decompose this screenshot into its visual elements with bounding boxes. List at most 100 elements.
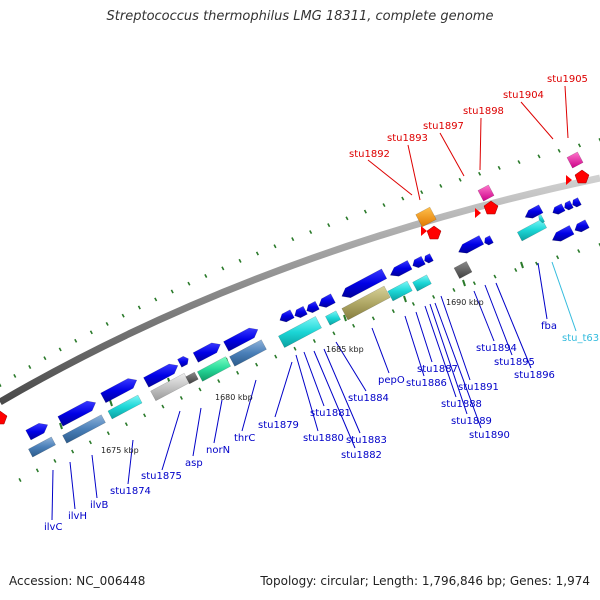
gene-label-stu1883[interactable]: stu1883 xyxy=(346,435,387,446)
gene-label-ilvB[interactable]: ilvB xyxy=(90,500,108,511)
leader-stu1886 xyxy=(404,315,425,377)
gene-arrow-row1-11 xyxy=(341,268,388,299)
guide-dot-inner-30 xyxy=(598,243,600,247)
guide-dot-inner-17 xyxy=(332,331,336,336)
scale-label-1675: 1675 kbp xyxy=(101,446,139,455)
rrna-tick-3 xyxy=(566,175,572,185)
guide-dot-inner-5 xyxy=(106,431,110,436)
gene-box-row2-11 xyxy=(412,274,432,292)
gene-label-stu1884[interactable]: stu1884 xyxy=(348,393,389,404)
guide-dot-outer-17 xyxy=(273,244,277,249)
leader-stu1891 xyxy=(440,295,471,381)
position-tick-7 xyxy=(462,279,466,287)
guide-dot-inner-14 xyxy=(274,354,278,359)
leader-stu1898 xyxy=(479,117,482,171)
leader-stu1904 xyxy=(520,101,554,140)
gene-label-stu1889[interactable]: stu1889 xyxy=(451,416,492,427)
gene-label-asp[interactable]: asp xyxy=(185,458,203,469)
gene-label-stu1891[interactable]: stu1891 xyxy=(458,382,499,393)
leader-thrC xyxy=(241,379,257,432)
accession-label: Accession: NC_006448 xyxy=(9,574,146,588)
guide-dot-outer-21 xyxy=(345,216,349,221)
guide-dot-inner-13 xyxy=(255,362,259,367)
gene-label-stu1887[interactable]: stu1887 xyxy=(417,364,458,375)
gene-box-row2-0 xyxy=(28,436,56,458)
gene-label-stu1905[interactable]: stu1905 xyxy=(547,74,588,85)
gene-label-thrC[interactable]: thrC xyxy=(234,433,255,444)
gene-arrow-row3-8 xyxy=(551,225,575,242)
gene-label-stu1875[interactable]: stu1875 xyxy=(141,471,182,482)
guide-dot-inner-12 xyxy=(236,370,240,375)
guide-dot-outer-8 xyxy=(121,313,125,318)
gene-label-ilvH[interactable]: ilvH xyxy=(68,511,87,522)
leader-stu1897 xyxy=(439,132,465,177)
guide-dot-inner-20 xyxy=(391,309,395,314)
guide-dot-outer-20 xyxy=(327,223,331,228)
rrna-marker-edge xyxy=(0,410,8,425)
rrna-marker-1 xyxy=(426,225,442,240)
gene-label-ilvC[interactable]: ilvC xyxy=(44,522,62,533)
topology-label: Topology: circular; Length: 1,796,846 bp… xyxy=(260,574,590,588)
leader-stu1894 xyxy=(473,290,495,342)
gene-arrow-row3-9 xyxy=(574,219,590,233)
gene-label-stu1892[interactable]: stu1892 xyxy=(349,149,390,160)
gene-label-fba[interactable]: fba xyxy=(541,321,557,332)
leader-stu1888 xyxy=(424,305,457,398)
gene-label-stu1874[interactable]: stu1874 xyxy=(110,486,151,497)
guide-dot-inner-10 xyxy=(198,387,202,392)
gene-label-stu1898[interactable]: stu1898 xyxy=(463,106,504,117)
gene-arrow-row1-0 xyxy=(25,423,49,441)
gene-label-stu1895[interactable]: stu1895 xyxy=(494,357,535,368)
guide-dot-inner-19 xyxy=(371,316,375,321)
guide-dot-inner-2 xyxy=(53,458,57,463)
gene-label-stu1888[interactable]: stu1888 xyxy=(441,399,482,410)
gene-arrow-row3-3 xyxy=(524,204,544,219)
gene-label-stu1879[interactable]: stu1879 xyxy=(258,420,299,431)
gene-label-stu1882[interactable]: stu1882 xyxy=(341,450,382,461)
label-leader-lines xyxy=(51,85,577,521)
gene-label-stu_t63[interactable]: stu_t63 xyxy=(562,333,599,344)
position-tick-1 xyxy=(109,399,113,407)
feature-pink-2 xyxy=(566,151,584,169)
guide-dot-outer-6 xyxy=(89,330,93,335)
gene-label-pepO[interactable]: pepO xyxy=(378,375,405,386)
gene-label-stu1890[interactable]: stu1890 xyxy=(469,430,510,441)
leader-stu_t63 xyxy=(551,261,577,332)
gene-label-stu1886[interactable]: stu1886 xyxy=(406,378,447,389)
gene-label-stu1897[interactable]: stu1897 xyxy=(423,121,464,132)
gene-arrow-row3-1 xyxy=(484,235,494,246)
gene-label-stu1896[interactable]: stu1896 xyxy=(514,370,555,381)
gene-arrow-row1-5 xyxy=(192,342,221,363)
guide-dot-inner-4 xyxy=(88,440,92,445)
gene-box-dark xyxy=(453,261,473,279)
position-tick-6 xyxy=(403,295,407,303)
gene-arrow-row3-7 xyxy=(572,197,582,208)
gene-features xyxy=(0,151,590,458)
gene-arrow-row1-9 xyxy=(306,300,320,314)
gene-arrow-row3-6 xyxy=(564,200,574,211)
gene-box-row2-8 xyxy=(325,310,341,326)
gene-label-stu1881[interactable]: stu1881 xyxy=(310,408,351,419)
gene-arrow-row1-8 xyxy=(294,305,308,319)
gene-arrow-row1-12 xyxy=(389,260,413,277)
gene-box-row2-5 xyxy=(196,356,232,382)
gene-label-norN[interactable]: norN xyxy=(206,445,230,456)
guide-dot-outer-25 xyxy=(420,190,424,195)
leader-pepO xyxy=(371,327,390,374)
gene-box-row2-9 xyxy=(341,285,391,321)
rrna-tick-2 xyxy=(475,208,481,218)
guide-dot-outer-1 xyxy=(13,373,17,378)
guide-dot-outer-14 xyxy=(221,266,225,271)
leader-stu1887 xyxy=(415,311,433,363)
leader-ilvH xyxy=(69,461,76,510)
gene-label-stu1904[interactable]: stu1904 xyxy=(503,90,544,101)
gene-label-stu1893[interactable]: stu1893 xyxy=(387,133,428,144)
guide-dot-outer-0 xyxy=(0,383,2,387)
guide-dot-outer-22 xyxy=(363,209,367,214)
gene-arrow-row1-7 xyxy=(279,309,295,323)
gene-label-stu1894[interactable]: stu1894 xyxy=(476,343,517,354)
gene-label-stu1880[interactable]: stu1880 xyxy=(303,433,344,444)
guide-dot-inner-16 xyxy=(312,339,316,343)
gene-box-row2-1 xyxy=(62,414,106,444)
guide-dot-inner-9 xyxy=(179,395,183,400)
